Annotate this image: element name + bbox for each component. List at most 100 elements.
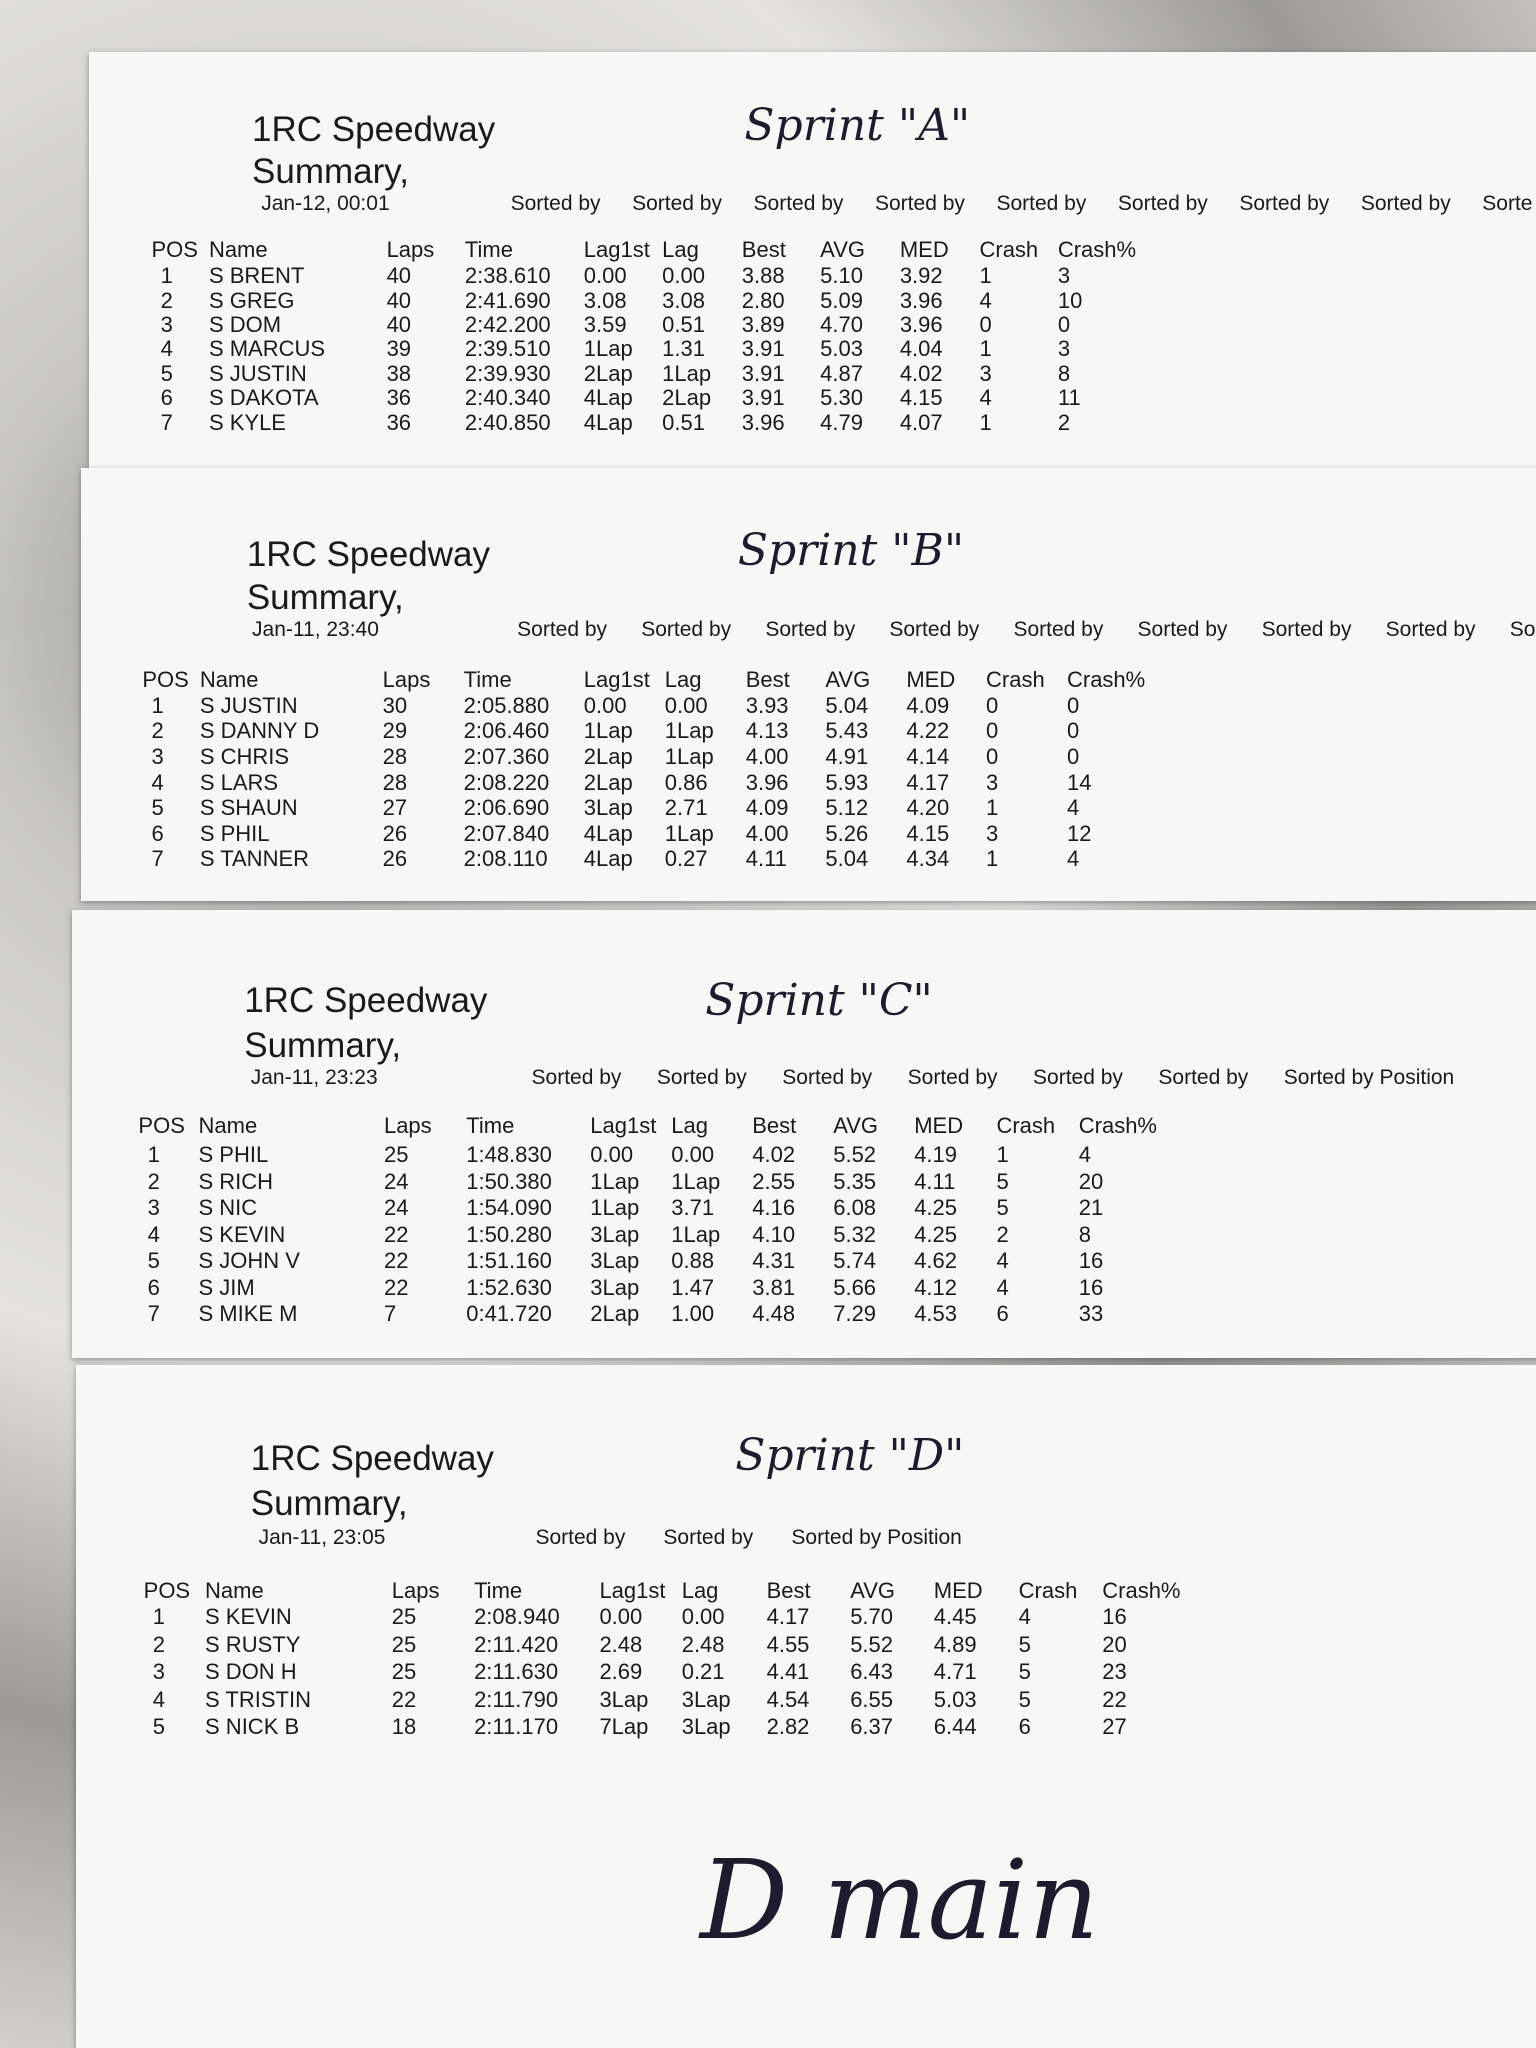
- cell: 21: [1078, 1195, 1104, 1221]
- cell: 4Lap: [583, 385, 633, 411]
- column-header: MED: [906, 666, 956, 692]
- sort-label: Sorted by: [510, 192, 601, 216]
- cell: 38: [386, 360, 412, 386]
- cell: 6.55: [850, 1686, 894, 1712]
- cell: 3.08: [662, 287, 705, 313]
- cell: 1:50.280: [466, 1221, 552, 1247]
- cell: 0: [986, 692, 999, 718]
- cell: 12: [1066, 820, 1092, 846]
- cell: 2: [152, 1631, 166, 1657]
- cell: 0.00: [681, 1604, 725, 1630]
- cell: S PHIL: [198, 1142, 269, 1168]
- cell: 4.89: [933, 1631, 977, 1657]
- subtitle: Summary,: [246, 577, 404, 617]
- cell: 5: [996, 1168, 1009, 1194]
- sort-label: Sorted by Position: [791, 1525, 962, 1549]
- cell: 6: [151, 820, 164, 846]
- handwritten-note: Sprint "A": [744, 100, 971, 152]
- cell: 5.26: [825, 820, 869, 846]
- cell: 5.35: [833, 1168, 877, 1194]
- cell: 4.25: [914, 1221, 958, 1247]
- cell: 7: [147, 1301, 160, 1327]
- cell: 0: [1066, 692, 1080, 718]
- cell: 4.09: [906, 692, 950, 718]
- sort-label: Sorted by: [1137, 618, 1228, 642]
- cell: S TRISTIN: [205, 1686, 311, 1712]
- cell: 22: [383, 1248, 409, 1274]
- column-header: Lag: [662, 236, 699, 262]
- cell: 5.52: [833, 1142, 877, 1168]
- cell: 18: [391, 1714, 417, 1740]
- cell: 3.81: [752, 1274, 796, 1300]
- cell: S DON H: [205, 1659, 297, 1685]
- sheet: 1RC Speedway Summary, Jan-11, 23:40 Sprint …: [80, 467, 1536, 902]
- cell: 4: [151, 769, 164, 795]
- cell: S NICK B: [205, 1714, 300, 1740]
- cell: 25: [391, 1604, 417, 1630]
- cell: S PHIL: [199, 820, 270, 846]
- cell: 5: [1018, 1659, 1031, 1685]
- cell: 1: [147, 1142, 160, 1168]
- column-header: Lag1st: [583, 236, 650, 262]
- cell: 5.43: [825, 718, 869, 744]
- cell: 4: [1018, 1604, 1031, 1630]
- cell: 4.10: [752, 1221, 796, 1247]
- cell: 22: [383, 1221, 409, 1247]
- cell: S JIM: [198, 1274, 255, 1300]
- cell: 3Lap: [681, 1686, 731, 1712]
- column-header: Crash: [986, 666, 1045, 692]
- cell: 4.17: [766, 1604, 810, 1630]
- cell: 0.21: [681, 1659, 725, 1685]
- cell: 4.34: [906, 846, 950, 872]
- cell: 4: [1078, 1142, 1091, 1168]
- cell: 3Lap: [583, 795, 633, 821]
- cell: 2:11.790: [474, 1686, 559, 1712]
- cell: 8: [1078, 1221, 1091, 1247]
- date: Jan-12, 00:01: [261, 192, 390, 216]
- sort-label: Sorted by: [889, 618, 980, 642]
- cell: 20: [1102, 1631, 1127, 1657]
- column-header: Laps: [383, 1113, 432, 1139]
- cell: 6.37: [850, 1714, 894, 1740]
- sort-label: Sorted by: [1158, 1066, 1249, 1089]
- column-header: AVG: [825, 666, 871, 692]
- cell: 4.04: [899, 336, 943, 362]
- cell: 1.00: [671, 1301, 715, 1327]
- cell: 2.55: [752, 1168, 796, 1194]
- column-header: Time: [466, 1113, 515, 1139]
- cell: 0:41.720: [466, 1301, 552, 1327]
- cell: 2: [147, 1168, 160, 1194]
- cell: 5.66: [833, 1274, 877, 1300]
- cell: S BRENT: [208, 263, 305, 289]
- cell: 26: [382, 820, 408, 846]
- cell: 3.59: [583, 311, 627, 337]
- cell: 3: [1057, 336, 1071, 362]
- cell: 1:50.380: [466, 1168, 552, 1194]
- cell: 2:39.510: [464, 336, 551, 362]
- column-header: Crash%: [1102, 1578, 1181, 1604]
- cell: 2.48: [681, 1631, 725, 1657]
- cell: 1: [160, 263, 173, 289]
- cell: 4.19: [914, 1142, 958, 1168]
- date: Jan-11, 23:05: [258, 1525, 386, 1549]
- cell: 10: [1057, 287, 1083, 313]
- cell: S MARCUS: [208, 336, 326, 362]
- column-header: Name: [205, 1578, 264, 1604]
- column-header: Time: [464, 236, 513, 262]
- cell: 1Lap: [664, 820, 714, 846]
- cell: 4: [996, 1274, 1009, 1300]
- cell: 0.27: [664, 846, 708, 872]
- cell: 1Lap: [664, 718, 714, 744]
- sort-label: Sorted by: [663, 1525, 754, 1549]
- cell: 2:11.420: [474, 1631, 559, 1657]
- cell: 2:40.340: [464, 385, 551, 411]
- sheet: 1RC Speedway Summary, Jan-11, 23:05 Sprint …: [75, 1364, 1536, 2048]
- column-header: MED: [933, 1578, 983, 1604]
- cell: S MIKE M: [198, 1301, 298, 1327]
- cell: 3Lap: [599, 1686, 649, 1712]
- cell: 3.93: [745, 692, 789, 718]
- handwritten-note: Sprint "C": [705, 975, 933, 1027]
- cell: 5: [147, 1248, 160, 1274]
- cell: 16: [1078, 1274, 1104, 1300]
- column-header: AVG: [850, 1578, 896, 1604]
